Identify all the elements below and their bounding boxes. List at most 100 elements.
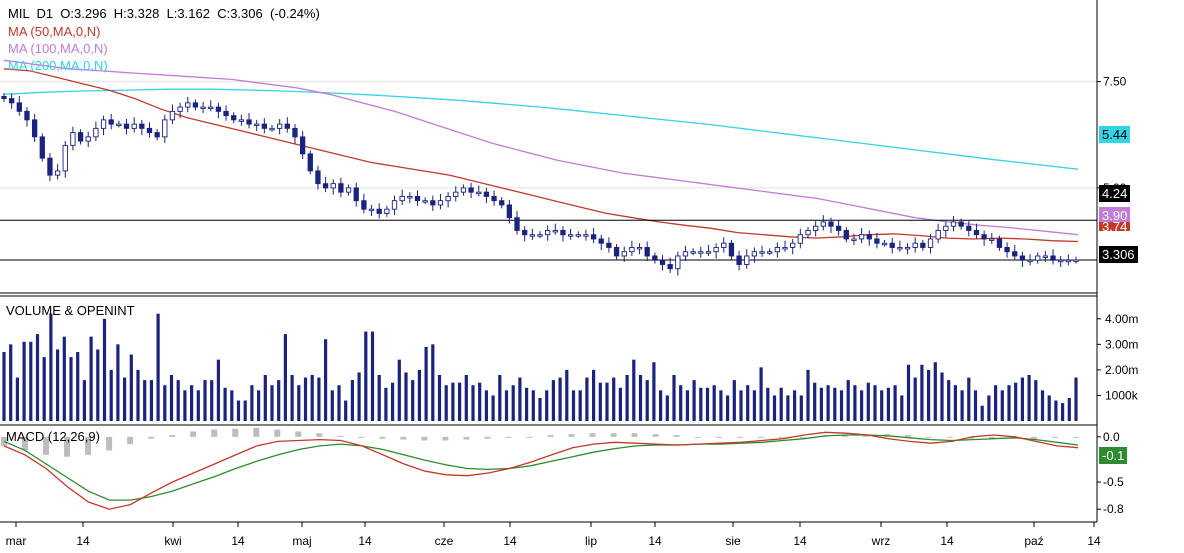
x-tick-label: maj — [292, 534, 311, 548]
macd-histogram-bar — [295, 431, 302, 437]
volume-bar — [116, 344, 120, 421]
volume-bar — [947, 380, 951, 421]
candle-body — [31, 119, 38, 138]
volume-bar — [384, 387, 388, 421]
volume-bar — [49, 313, 53, 421]
candle-body — [468, 187, 474, 193]
macd-tick-label: -0.5 — [1103, 475, 1124, 489]
ma200-value-badge: 5.44 — [1099, 126, 1131, 143]
x-tick-label: paź — [1024, 534, 1043, 548]
volume-bar — [538, 398, 542, 421]
volume-bar — [779, 387, 783, 421]
macd-histogram-bar — [841, 435, 848, 437]
candle-body — [376, 208, 382, 214]
macd-tick-label: 0.0 — [1103, 430, 1120, 444]
candle-body — [139, 123, 145, 129]
candle-body — [736, 255, 742, 265]
candle-body — [70, 132, 76, 146]
candle-body — [299, 136, 306, 155]
volume-bar — [330, 390, 334, 421]
candle-body — [1050, 255, 1056, 261]
volume-bar — [290, 375, 294, 421]
candle-body — [177, 106, 183, 112]
ma100-legend[interactable]: MA (100,MA,0,N) — [8, 41, 108, 56]
volume-bar — [1034, 380, 1038, 421]
candle-body — [713, 247, 719, 253]
volume-bar — [109, 369, 113, 421]
ma50-legend[interactable]: MA (50,MA,0,N) — [8, 24, 101, 39]
volume-bar — [1000, 390, 1004, 421]
candle-body — [24, 110, 30, 121]
volume-bar — [1047, 395, 1051, 421]
candle-body — [1019, 255, 1026, 261]
volume-bar — [270, 385, 274, 421]
candle-body — [973, 229, 980, 236]
macd-histogram-bar — [589, 433, 596, 437]
candle-body — [368, 208, 375, 212]
volume-bar — [190, 385, 194, 421]
candle-body — [943, 225, 949, 231]
ma100-value-badge: 3.90 — [1099, 207, 1131, 224]
volume-bar — [759, 367, 763, 421]
candle-body — [123, 123, 130, 129]
volume-bar — [853, 385, 857, 421]
candle-body — [575, 234, 581, 237]
ma50-value-badge: 3.74 — [1099, 222, 1131, 231]
volume-bar — [652, 362, 656, 421]
volume-bar — [766, 387, 770, 421]
x-tick-label: wrz — [871, 534, 891, 548]
macd-histogram-bar — [211, 429, 218, 437]
candle-body — [751, 251, 758, 257]
macd-histogram-bar — [526, 436, 533, 438]
volume-bar — [297, 385, 301, 421]
candle-body — [39, 136, 45, 159]
volume-tick-label: 2.00m — [1105, 363, 1138, 377]
macd-histogram-bar — [757, 436, 764, 438]
candle-body — [690, 251, 696, 254]
candle-body — [744, 255, 750, 265]
volume-bar — [243, 400, 247, 421]
macd-histogram-bar — [22, 436, 29, 451]
candle-body — [1073, 259, 1079, 262]
volume-bar — [370, 331, 375, 421]
candle-body — [590, 234, 597, 240]
candle-body — [437, 200, 444, 206]
volume-bar — [967, 377, 971, 421]
candle-body — [384, 208, 390, 214]
candle-body — [93, 127, 99, 138]
volume-bar — [585, 377, 589, 421]
macd-histogram-bar — [379, 436, 386, 439]
x-tick-label: 14 — [793, 534, 807, 548]
ma200-legend[interactable]: MA (200,MA,0,N) — [8, 58, 108, 73]
candle-body — [1042, 255, 1049, 258]
macd-histogram-bar — [673, 435, 680, 437]
volume-bar — [906, 364, 911, 421]
x-tick-label: 14 — [358, 534, 372, 548]
candle-body — [843, 229, 849, 240]
volume-bar — [471, 385, 475, 421]
volume-bar — [839, 390, 844, 421]
candle-body — [116, 123, 122, 127]
volume-bar — [451, 382, 455, 421]
macd-histogram-bar — [64, 436, 71, 457]
candle-body — [950, 221, 957, 227]
volume-bar — [927, 369, 931, 421]
macd-histogram-bar — [400, 436, 407, 440]
horizontal-lines[interactable] — [0, 219, 1097, 261]
volume-bar — [940, 372, 944, 421]
volume-bar — [484, 390, 488, 421]
macd-histogram-bar — [43, 436, 50, 455]
volume-bars — [2, 313, 1078, 421]
candle-body — [85, 136, 91, 142]
candle-body — [460, 187, 467, 193]
candle-body — [445, 195, 451, 202]
volume-bar — [679, 385, 683, 421]
volume-bar — [1054, 400, 1058, 421]
last-price-badge: 3.306 — [1099, 246, 1138, 263]
volume-bar — [196, 390, 200, 421]
candle-body — [514, 217, 520, 231]
volume-bar — [263, 375, 267, 421]
macd-histogram-bar — [988, 436, 995, 439]
x-tick-label: lip — [585, 534, 597, 548]
